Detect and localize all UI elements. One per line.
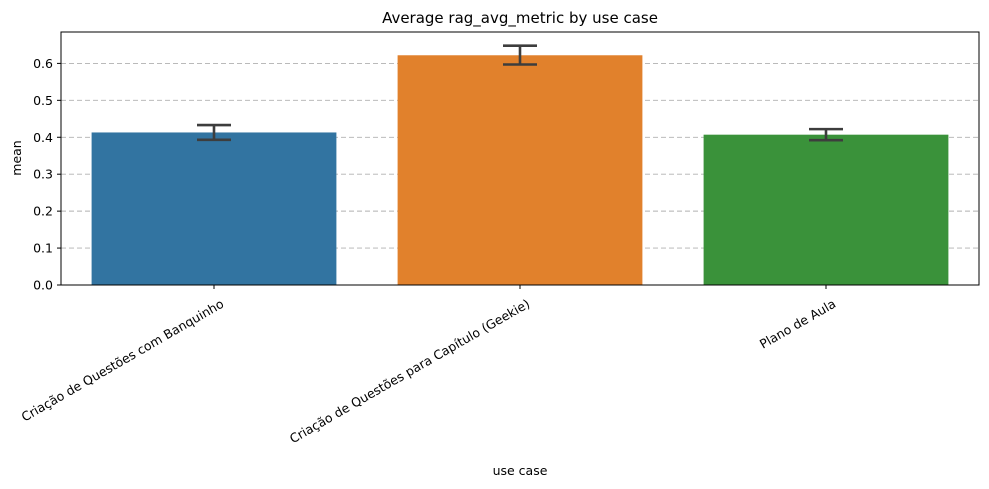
chart-title: Average rag_avg_metric by use case xyxy=(382,9,658,28)
y-tick-label: 0.6 xyxy=(33,56,53,71)
y-tick-label: 0.3 xyxy=(33,167,53,182)
x-tick-label: Plano de Aula xyxy=(757,296,838,352)
x-tick-label: Criação de Questões para Capítulo (Geeki… xyxy=(287,296,532,446)
bar xyxy=(91,132,337,285)
y-ticks: 0.0 0.1 0.2 0.3 0.4 0.5 0.6 xyxy=(33,56,61,293)
x-axis-label: use case xyxy=(493,463,548,478)
x-ticks: Criação de Questões com Banquinho Criação… xyxy=(19,285,838,446)
y-tick-label: 0.4 xyxy=(33,130,53,145)
bar xyxy=(397,55,643,285)
y-tick-label: 0.5 xyxy=(33,93,53,108)
bars xyxy=(91,55,949,285)
y-tick-label: 0.0 xyxy=(33,278,53,293)
y-axis-label: mean xyxy=(9,140,24,175)
x-tick-label: Criação de Questões com Banquinho xyxy=(19,296,227,425)
y-tick-label: 0.2 xyxy=(33,204,53,219)
bar xyxy=(703,134,949,285)
error-bars xyxy=(197,44,843,142)
y-tick-label: 0.1 xyxy=(33,241,53,256)
